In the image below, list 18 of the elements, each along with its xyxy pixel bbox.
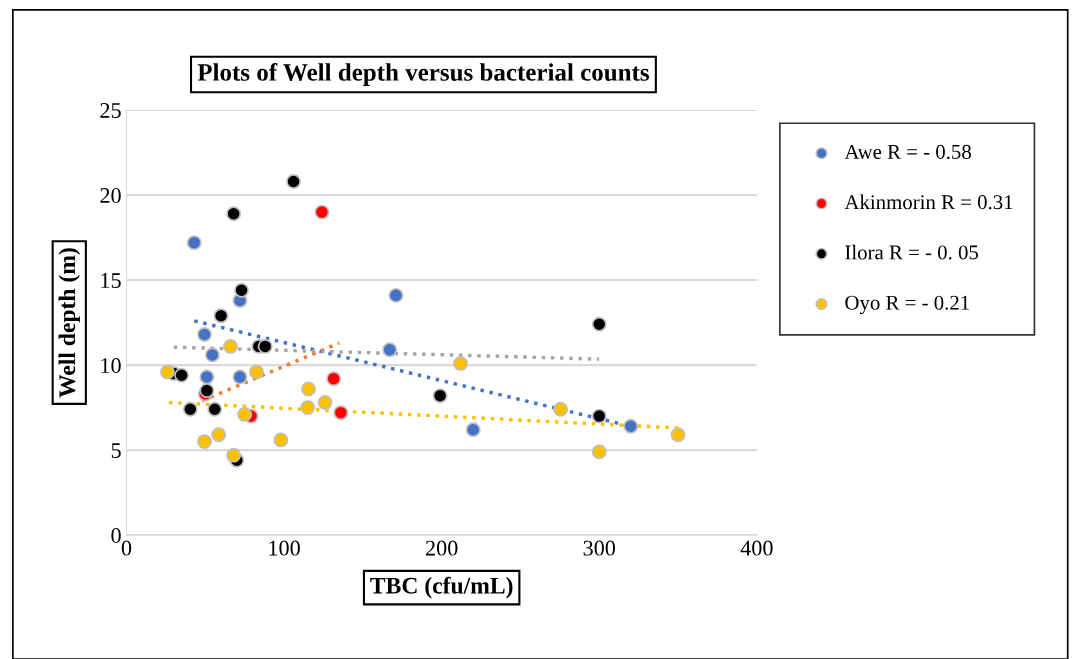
legend-label: Awe R = - 0.58 (844, 144, 971, 159)
y-tick-label: 15 (101, 273, 121, 288)
chart-title: Plots of Well depth versus bacterial counts (197, 63, 649, 86)
y-tick-label: 25 (100, 103, 121, 118)
y-tick-label: 10 (101, 358, 121, 374)
x-tick-label: 0 (121, 540, 132, 556)
y-tick-label: 5 (111, 443, 121, 459)
y-tick-label: 0 (111, 528, 121, 544)
x-axis-title: TBC (cfu/mL) (370, 576, 513, 599)
x-tick-label: 200 (425, 540, 458, 556)
legend-label: Ilora R = - 0. 05 (845, 244, 979, 260)
legend-label: Akinmorin R = 0.31 (844, 194, 1013, 210)
x-tick-label: 300 (583, 540, 616, 556)
x-tick-label: 400 (740, 540, 773, 556)
y-axis-title: Well depth (m) (58, 248, 80, 398)
x-tick-label: 100 (269, 540, 300, 556)
legend-label: Oyo R = - 0.21 (845, 295, 969, 315)
y-tick-label: 20 (100, 188, 121, 203)
